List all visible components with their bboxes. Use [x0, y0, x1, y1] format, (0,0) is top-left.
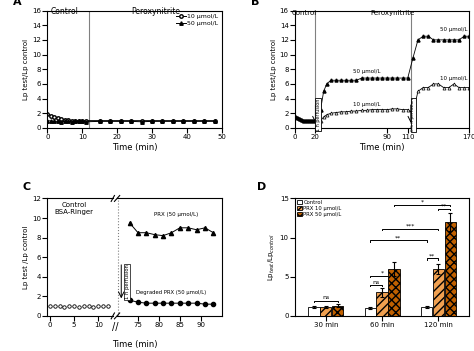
- 10 μmol/L: [191, 119, 197, 123]
- Text: 50 μmol/L: 50 μmol/L: [440, 27, 468, 32]
- 50 μmol/L: [55, 119, 61, 124]
- 10 μmol/L: [62, 118, 68, 122]
- 10 μmol/L: [65, 118, 71, 122]
- 50 μmol/L: [128, 119, 134, 124]
- Text: 10 μmol/L: 10 μmol/L: [353, 102, 381, 107]
- Bar: [309, 307, 319, 316]
- Line: 10 μmol/L: 10 μmol/L: [46, 112, 217, 122]
- Text: 50 μmol/L: 50 μmol/L: [353, 69, 381, 74]
- 10 μmol/L: [55, 116, 61, 120]
- Legend: Control, PRX 10 μmol/L, PRX 50 μmol/L: Control, PRX 10 μmol/L, PRX 50 μmol/L: [297, 200, 342, 217]
- 50 μmol/L: [65, 119, 71, 124]
- 10 μmol/L: [170, 119, 176, 123]
- 10 μmol/L: [76, 119, 82, 123]
- 10 μmol/L: [128, 119, 134, 123]
- Text: Control: Control: [51, 7, 79, 16]
- 50 μmol/L: [62, 119, 68, 124]
- 10 μmol/L: [97, 119, 102, 123]
- Text: *: *: [420, 200, 424, 205]
- 50 μmol/L: [97, 119, 102, 124]
- Text: A: A: [12, 0, 21, 7]
- Bar: [332, 306, 343, 316]
- Text: *: *: [381, 270, 383, 275]
- 10 μmol/L: [139, 119, 145, 123]
- 50 μmol/L: [83, 120, 89, 124]
- Text: Peroxynitrite: Peroxynitrite: [370, 11, 414, 16]
- Text: ns: ns: [373, 280, 380, 285]
- 10 μmol/L: [73, 119, 78, 123]
- 10 μmol/L: [201, 119, 207, 123]
- 10 μmol/L: [80, 119, 85, 123]
- Bar: [376, 292, 388, 316]
- X-axis label: Time (min): Time (min): [359, 143, 405, 152]
- 50 μmol/L: [45, 119, 50, 123]
- Text: D: D: [256, 182, 266, 192]
- Text: B: B: [251, 0, 260, 7]
- 50 μmol/L: [80, 119, 85, 124]
- Bar: [320, 307, 331, 316]
- Text: 0.5 h perfusion: 0.5 h perfusion: [411, 98, 415, 131]
- Text: Control: Control: [292, 11, 317, 16]
- Legend: 10 μmol/L, 50 μmol/L: 10 μmol/L, 50 μmol/L: [176, 14, 219, 26]
- Text: C: C: [23, 182, 31, 192]
- 10 μmol/L: [118, 119, 123, 123]
- Bar: [365, 308, 376, 316]
- Line: 50 μmol/L: 50 μmol/L: [46, 119, 217, 124]
- 10 μmol/L: [149, 119, 155, 123]
- X-axis label: Time (min): Time (min): [112, 143, 157, 152]
- Text: PRX (50 μmol/L): PRX (50 μmol/L): [154, 212, 198, 217]
- Text: **: **: [429, 253, 436, 258]
- Y-axis label: Lp test/Lp control: Lp test/Lp control: [271, 39, 277, 100]
- Text: **: **: [395, 235, 401, 240]
- 10 μmol/L: [83, 119, 89, 123]
- 50 μmol/L: [191, 119, 197, 124]
- 10 μmol/L: [107, 119, 113, 123]
- 10 μmol/L: [52, 115, 57, 119]
- Bar: [433, 269, 444, 316]
- Text: Time (min): Time (min): [112, 340, 157, 350]
- 50 μmol/L: [201, 119, 207, 124]
- Text: ***: ***: [406, 223, 415, 229]
- 50 μmol/L: [69, 120, 74, 124]
- Text: 1 h perfusion: 1 h perfusion: [125, 264, 129, 299]
- Text: //: //: [112, 322, 118, 332]
- Text: Peroxynitrite: Peroxynitrite: [131, 7, 180, 16]
- Bar: [445, 222, 456, 316]
- 50 μmol/L: [48, 119, 54, 123]
- Y-axis label: Lp test/Lp control: Lp test/Lp control: [23, 39, 29, 100]
- 10 μmol/L: [160, 119, 165, 123]
- Y-axis label: Lp test /Lp control: Lp test /Lp control: [23, 225, 29, 289]
- Y-axis label: Lp$_{test}$/Lp$_{control}$: Lp$_{test}$/Lp$_{control}$: [267, 233, 277, 281]
- 50 μmol/L: [52, 119, 57, 124]
- 50 μmol/L: [76, 119, 82, 124]
- 50 μmol/L: [118, 119, 123, 124]
- 10 μmol/L: [69, 119, 74, 123]
- 50 μmol/L: [73, 119, 78, 124]
- Bar: [421, 307, 432, 316]
- Text: Control
BSA-Ringer: Control BSA-Ringer: [55, 202, 93, 215]
- 10 μmol/L: [45, 112, 50, 116]
- 50 μmol/L: [160, 119, 165, 124]
- 50 μmol/L: [107, 119, 113, 124]
- 50 μmol/L: [149, 119, 155, 124]
- Text: **: **: [441, 204, 447, 209]
- 50 μmol/L: [212, 119, 218, 124]
- Text: 1 h perfusion: 1 h perfusion: [316, 99, 321, 131]
- 50 μmol/L: [58, 120, 64, 124]
- 10 μmol/L: [212, 119, 218, 123]
- 50 μmol/L: [170, 119, 176, 124]
- Text: 10 μmol/L: 10 μmol/L: [440, 76, 468, 81]
- Bar: [388, 269, 400, 316]
- 10 μmol/L: [181, 119, 186, 123]
- 10 μmol/L: [58, 117, 64, 121]
- Text: ns: ns: [322, 296, 329, 300]
- 50 μmol/L: [139, 120, 145, 124]
- 50 μmol/L: [181, 119, 186, 124]
- Text: Degraded PRX (50 μmol/L): Degraded PRX (50 μmol/L): [137, 290, 207, 296]
- 10 μmol/L: [48, 113, 54, 118]
